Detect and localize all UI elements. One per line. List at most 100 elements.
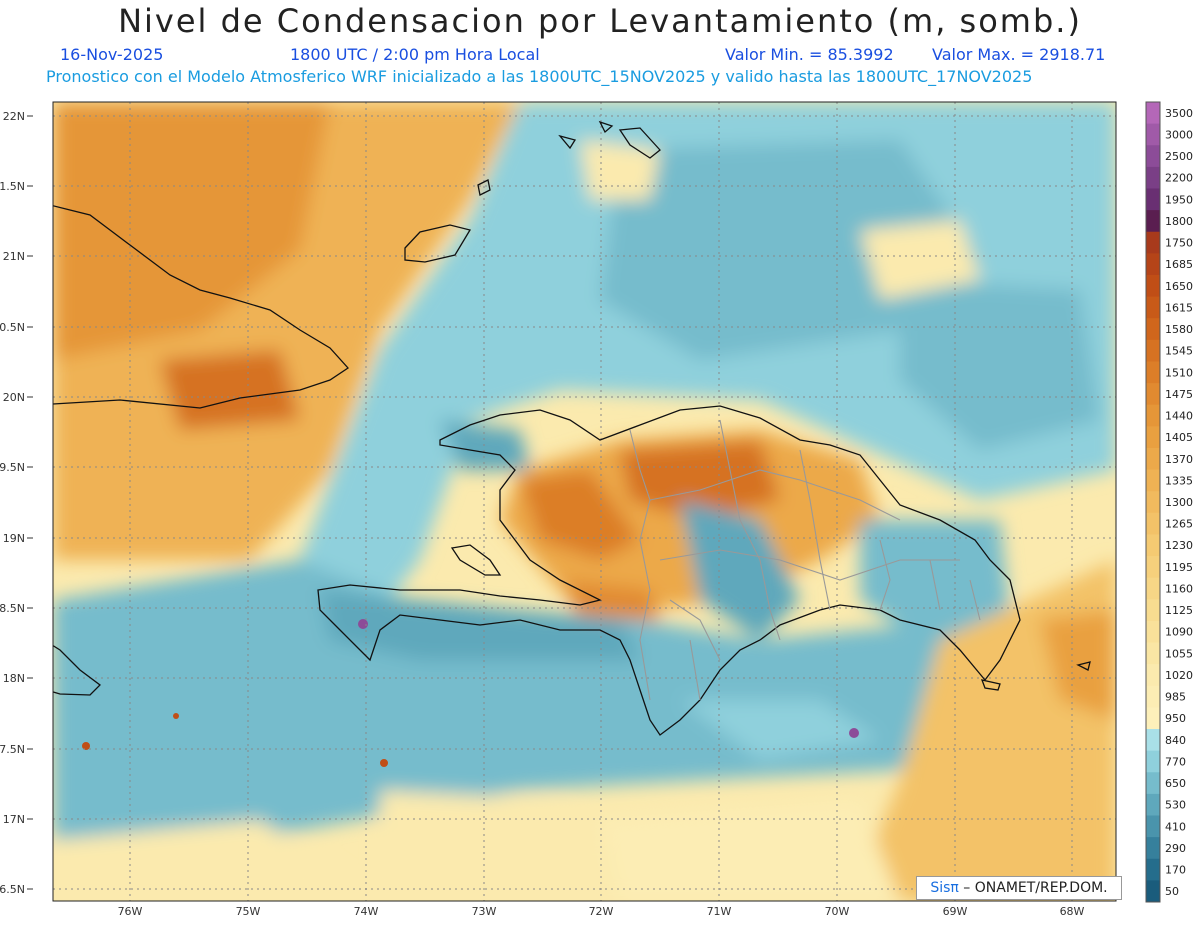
legend-label: 1265: [1165, 518, 1193, 531]
lat-label: 22N: [3, 110, 25, 123]
coastline-inagua: [404, 224, 472, 263]
border-haiti-dr: [629, 429, 651, 701]
legend-label: 170: [1165, 864, 1186, 877]
lat-label: 17.5N: [0, 743, 25, 756]
coastline-turks-caicos: [558, 120, 661, 159]
legend-label: 2200: [1165, 172, 1193, 185]
legend-swatch: [1146, 599, 1160, 622]
legend-label: 1125: [1165, 604, 1193, 617]
legend-swatch: [1146, 750, 1160, 773]
value-max: Valor Max. = 2918.71: [932, 45, 1106, 64]
lat-label: 19N: [3, 532, 25, 545]
legend-label: 3000: [1165, 128, 1193, 141]
legend-swatch: [1146, 880, 1160, 903]
legend-label: 1090: [1165, 626, 1193, 639]
lon-label: 71W: [707, 905, 732, 918]
coastline-gonave: [450, 544, 502, 576]
province-borders: [629, 419, 981, 701]
coastline-mayaguana: [477, 179, 491, 196]
lat-label: 18N: [3, 672, 25, 685]
legend-swatch: [1146, 102, 1160, 125]
legend-label: 950: [1165, 712, 1186, 725]
legend-swatch: [1146, 685, 1160, 708]
legend-swatch: [1146, 793, 1160, 817]
forecast-time: 1800 UTC / 2:00 pm Hora Local: [290, 45, 540, 64]
legend-swatch: [1146, 577, 1160, 600]
legend-label: 1020: [1165, 669, 1193, 682]
lat-axis: 22N 21.5N 21N 20.5N 20N 19.5N 19N 18.5N …: [0, 110, 25, 896]
legend-swatch: [1146, 145, 1160, 168]
coastlines: [53, 120, 1091, 736]
legend-label: 530: [1165, 799, 1186, 812]
legend-swatch: [1146, 664, 1160, 687]
legend-label: 1475: [1165, 388, 1193, 401]
legend-label: 1580: [1165, 323, 1193, 336]
lat-label: 20.5N: [0, 321, 25, 334]
legend-swatch: [1146, 815, 1160, 838]
legend-label: 1335: [1165, 474, 1193, 487]
legend-border: [1145, 101, 1161, 903]
lat-ticks: [27, 115, 33, 890]
legend-swatch: [1146, 729, 1160, 752]
legend-swatch: [1146, 361, 1160, 384]
legend-label: 50: [1165, 885, 1179, 898]
legend-label: 1230: [1165, 539, 1193, 552]
legend-swatch: [1146, 642, 1160, 665]
coastline-cuba: [53, 205, 349, 409]
legend-label: 1055: [1165, 647, 1193, 660]
lat-label: 20N: [3, 391, 25, 404]
legend-label: 1370: [1165, 453, 1193, 466]
legend-swatch: [1146, 253, 1160, 276]
legend-label: 1750: [1165, 237, 1193, 250]
legend-label: 1545: [1165, 345, 1193, 358]
coastline-jamaica: [53, 644, 101, 696]
value-min: Valor Min. = 85.3992: [725, 45, 894, 64]
lon-label: 74W: [354, 905, 379, 918]
map-border: [52, 101, 1117, 902]
legend-label: 1800: [1165, 215, 1193, 228]
legend-label: 1650: [1165, 280, 1193, 293]
lon-label: 68W: [1060, 905, 1085, 918]
legend-swatch: [1146, 274, 1160, 298]
legend-label: 1300: [1165, 496, 1193, 509]
coastline-saona: [980, 679, 1001, 691]
legend-label: 1950: [1165, 193, 1193, 206]
coastline-mona: [1076, 661, 1091, 671]
legend-swatch: [1146, 166, 1160, 189]
forecast-date: 16-Nov-2025: [60, 45, 164, 64]
legend-swatch: [1146, 339, 1160, 362]
legend-swatch: [1146, 383, 1160, 406]
legend-swatch: [1146, 620, 1160, 644]
credit-box: Sisπ – ONAMET/REP.DOM.: [916, 876, 1122, 900]
lat-label: 19.5N: [0, 461, 25, 474]
lcl-shaded-field: [53, 102, 1116, 901]
lon-label: 73W: [472, 905, 497, 918]
legend-label: 1195: [1165, 561, 1193, 574]
legend-swatch: [1146, 858, 1160, 881]
legend-swatch: [1146, 556, 1160, 579]
legend-label: 1510: [1165, 366, 1193, 379]
legend-swatch: [1146, 210, 1160, 233]
legend-swatch: [1146, 772, 1160, 795]
legend-swatch: [1146, 837, 1160, 860]
lon-axis: 76W 75W 74W 73W 72W 71W 70W 69W 68W: [118, 905, 1085, 918]
lon-label: 75W: [236, 905, 261, 918]
legend-swatch: [1146, 318, 1160, 341]
coastline-hispaniola: [317, 405, 1021, 736]
legend-label: 1615: [1165, 301, 1193, 314]
legend-swatch: [1146, 707, 1160, 730]
legend-label: 840: [1165, 734, 1186, 747]
legend-swatch: [1146, 469, 1160, 492]
colorbar-legend: 3500 3000 2500 2200 1950 1800 1750 1685 1650 1615…: [1145, 101, 1193, 903]
legend-swatch: [1146, 404, 1160, 427]
lat-label: 16.5N: [0, 883, 25, 896]
lon-label: 70W: [825, 905, 850, 918]
legend-swatch: [1146, 447, 1160, 471]
legend-label: 3500: [1165, 107, 1193, 120]
legend-label: 1440: [1165, 410, 1193, 423]
legend-swatch: [1146, 426, 1160, 449]
legend-swatch: [1146, 512, 1160, 535]
graticule: [53, 102, 1116, 901]
legend-swatch: [1146, 188, 1160, 211]
